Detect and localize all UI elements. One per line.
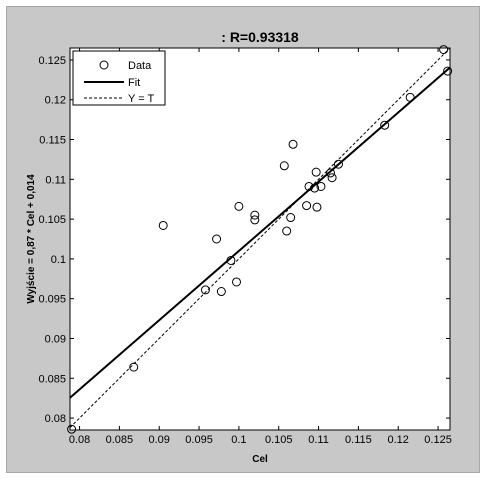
x-tick-label: 0.115 <box>345 434 372 446</box>
x-tick-label: 0.125 <box>424 434 452 446</box>
x-tick-label: 0.105 <box>265 434 293 446</box>
data-point <box>443 66 453 76</box>
y-tick-label: 0.105 <box>38 214 66 226</box>
x-tick-label: 0.08 <box>69 434 90 446</box>
fit-line <box>69 66 451 399</box>
data-point <box>216 287 226 297</box>
y-tick-label: 0.115 <box>39 135 66 147</box>
data-point <box>333 159 343 169</box>
y-tick-label: 0.095 <box>38 294 66 306</box>
legend-label-data: Data <box>128 60 152 72</box>
data-point <box>302 201 312 211</box>
data-point <box>326 168 336 178</box>
y-tick-label: 0.08 <box>45 413 66 425</box>
legend-label-identity: Y = T <box>128 93 154 105</box>
fit-lines <box>69 47 451 428</box>
identity-line <box>69 47 451 428</box>
data-point <box>234 201 244 211</box>
data-point <box>311 167 321 177</box>
legend-data-marker <box>99 60 109 70</box>
data-point <box>312 202 322 212</box>
data-points <box>67 45 453 434</box>
x-tick-label: 0.09 <box>149 434 170 446</box>
data-point <box>129 362 139 372</box>
data-point <box>67 424 77 434</box>
data-point <box>304 181 314 191</box>
x-tick-label: 0.1 <box>231 434 246 446</box>
x-tick-label: 0.12 <box>388 434 409 446</box>
data-point <box>250 210 260 220</box>
data-point <box>288 139 298 149</box>
data-point <box>282 226 292 236</box>
x-tick-label: 0.11 <box>308 434 329 446</box>
x-axis-label: Cel <box>252 454 268 465</box>
data-point <box>158 220 168 230</box>
data-point <box>327 173 337 183</box>
data-point <box>250 215 260 225</box>
data-point <box>279 161 289 171</box>
y-axis-label: Wyjście = 0,87 * Cel + 0,014 <box>26 174 37 304</box>
chart-title: : R=0.93318 <box>221 29 299 45</box>
data-point <box>231 277 241 287</box>
data-point <box>212 234 222 244</box>
legend-label-fit: Fit <box>128 77 140 89</box>
x-tick-label: 0.095 <box>185 434 213 446</box>
y-tick-label: 0.1 <box>51 254 66 266</box>
data-point <box>286 213 296 223</box>
data-point <box>439 45 449 55</box>
data-point <box>200 285 210 295</box>
y-tick-label: 0.125 <box>38 55 66 67</box>
y-tick-label: 0.085 <box>38 373 66 385</box>
y-tick-label: 0.11 <box>45 174 66 186</box>
data-point <box>310 183 320 193</box>
data-point <box>316 181 326 191</box>
legend-box <box>72 50 166 106</box>
data-point <box>380 120 390 130</box>
data-point <box>405 92 415 102</box>
axis-ticks: 0.08 0.085 0.09 0.095 0.1 0.105 0.11 0.115 0.12 0… <box>38 48 452 446</box>
data-point <box>226 255 236 265</box>
y-tick-label: 0.12 <box>45 95 66 107</box>
y-tick-label: 0.09 <box>45 333 66 345</box>
x-tick-label: 0.085 <box>106 434 134 446</box>
legend: Data Fit Y = T <box>72 50 166 106</box>
